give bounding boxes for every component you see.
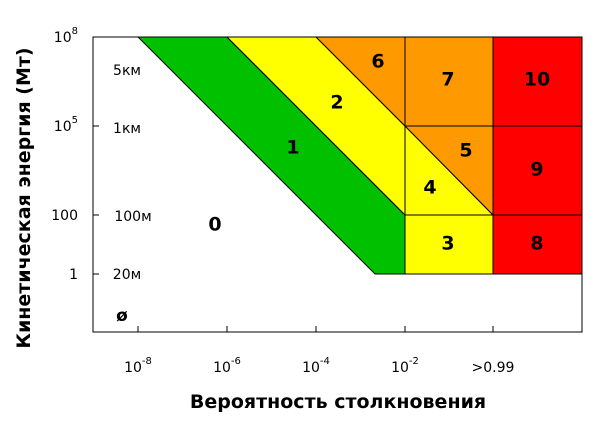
y-ticks: 108 105 100 1 (51, 26, 78, 283)
tick-label: 108 (54, 26, 78, 46)
region-label: 6 (371, 51, 384, 73)
x-axis-title: Вероятность столкновения (190, 391, 486, 413)
size-label: 1км (113, 121, 141, 137)
tick-label: >0.99 (472, 360, 515, 376)
region-label: 0 (208, 214, 221, 236)
grid (404, 37, 582, 274)
red-region (492, 36, 583, 275)
tick-label: 10-4 (302, 356, 330, 376)
tick-label: 10-2 (391, 356, 419, 376)
x-ticks: 10-8 10-6 10-4 10-2 >0.99 (124, 356, 514, 376)
region-label: 2 (330, 92, 343, 114)
region-label: 7 (441, 69, 454, 91)
tick-label: 1 (69, 267, 78, 283)
tick-label: 105 (54, 115, 78, 135)
size-label: ø (116, 306, 128, 326)
size-label: 100м (114, 209, 151, 225)
region-label: 3 (441, 233, 454, 255)
tick-label: 10-6 (213, 356, 241, 376)
region-label: 8 (530, 233, 543, 255)
size-label: 5км (113, 63, 141, 79)
size-label: 20м (113, 267, 141, 283)
region-label: 9 (530, 159, 543, 181)
region-label: 5 (459, 140, 472, 162)
region-label: 10 (524, 69, 550, 91)
y-axis-title: Кинетическая энергия (Мт) (13, 47, 35, 348)
tick-label: 10-8 (124, 356, 152, 376)
region-label: 4 (423, 177, 436, 199)
tick-label: 100 (51, 208, 78, 224)
ticks (93, 36, 494, 332)
region-label: 1 (286, 137, 299, 159)
